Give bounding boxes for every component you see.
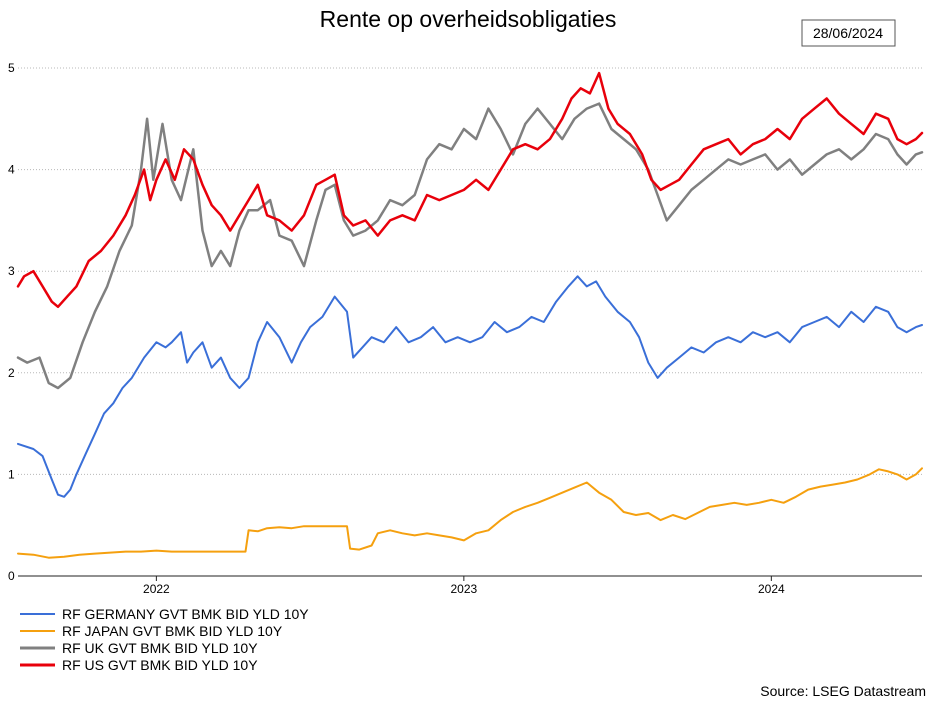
x-tick-label: 2023 [450, 582, 477, 596]
source-label: Source: LSEG Datastream [760, 683, 926, 699]
x-tick-label: 2022 [143, 582, 170, 596]
series-line-uk [16, 102, 924, 390]
y-tick-label: 4 [8, 163, 15, 177]
legend-label-japan: RF JAPAN GVT BMK BID YLD 10Y [62, 623, 283, 639]
series-line-japan [17, 467, 923, 559]
legend-label-uk: RF UK GVT BMK BID YLD 10Y [62, 640, 258, 656]
date-box-border [801, 19, 896, 47]
y-tick-label: 2 [8, 366, 15, 380]
y-tick-label: 1 [8, 467, 15, 481]
y-axis-ticks: 0 1 2 3 4 5 [8, 61, 15, 583]
x-tick-label: 2024 [758, 582, 785, 596]
date-label: 28/06/2024 [813, 25, 883, 41]
legend-label-us: RF US GVT BMK BID YLD 10Y [62, 657, 258, 673]
series-line-germany [17, 275, 923, 498]
series-line-us [16, 71, 924, 309]
x-axis-ticks: 2022 2023 2024 [143, 576, 785, 596]
series-lines [16, 71, 924, 559]
date-box: 28/06/2024 [801, 19, 896, 47]
legend-label-germany: RF GERMANY GVT BMK BID YLD 10Y [62, 606, 309, 622]
chart-title: Rente op overheidsobligaties [320, 6, 617, 32]
y-tick-label: 0 [8, 569, 15, 583]
grid [18, 67, 922, 475]
y-tick-label: 5 [8, 61, 15, 75]
y-tick-label: 3 [8, 264, 15, 278]
